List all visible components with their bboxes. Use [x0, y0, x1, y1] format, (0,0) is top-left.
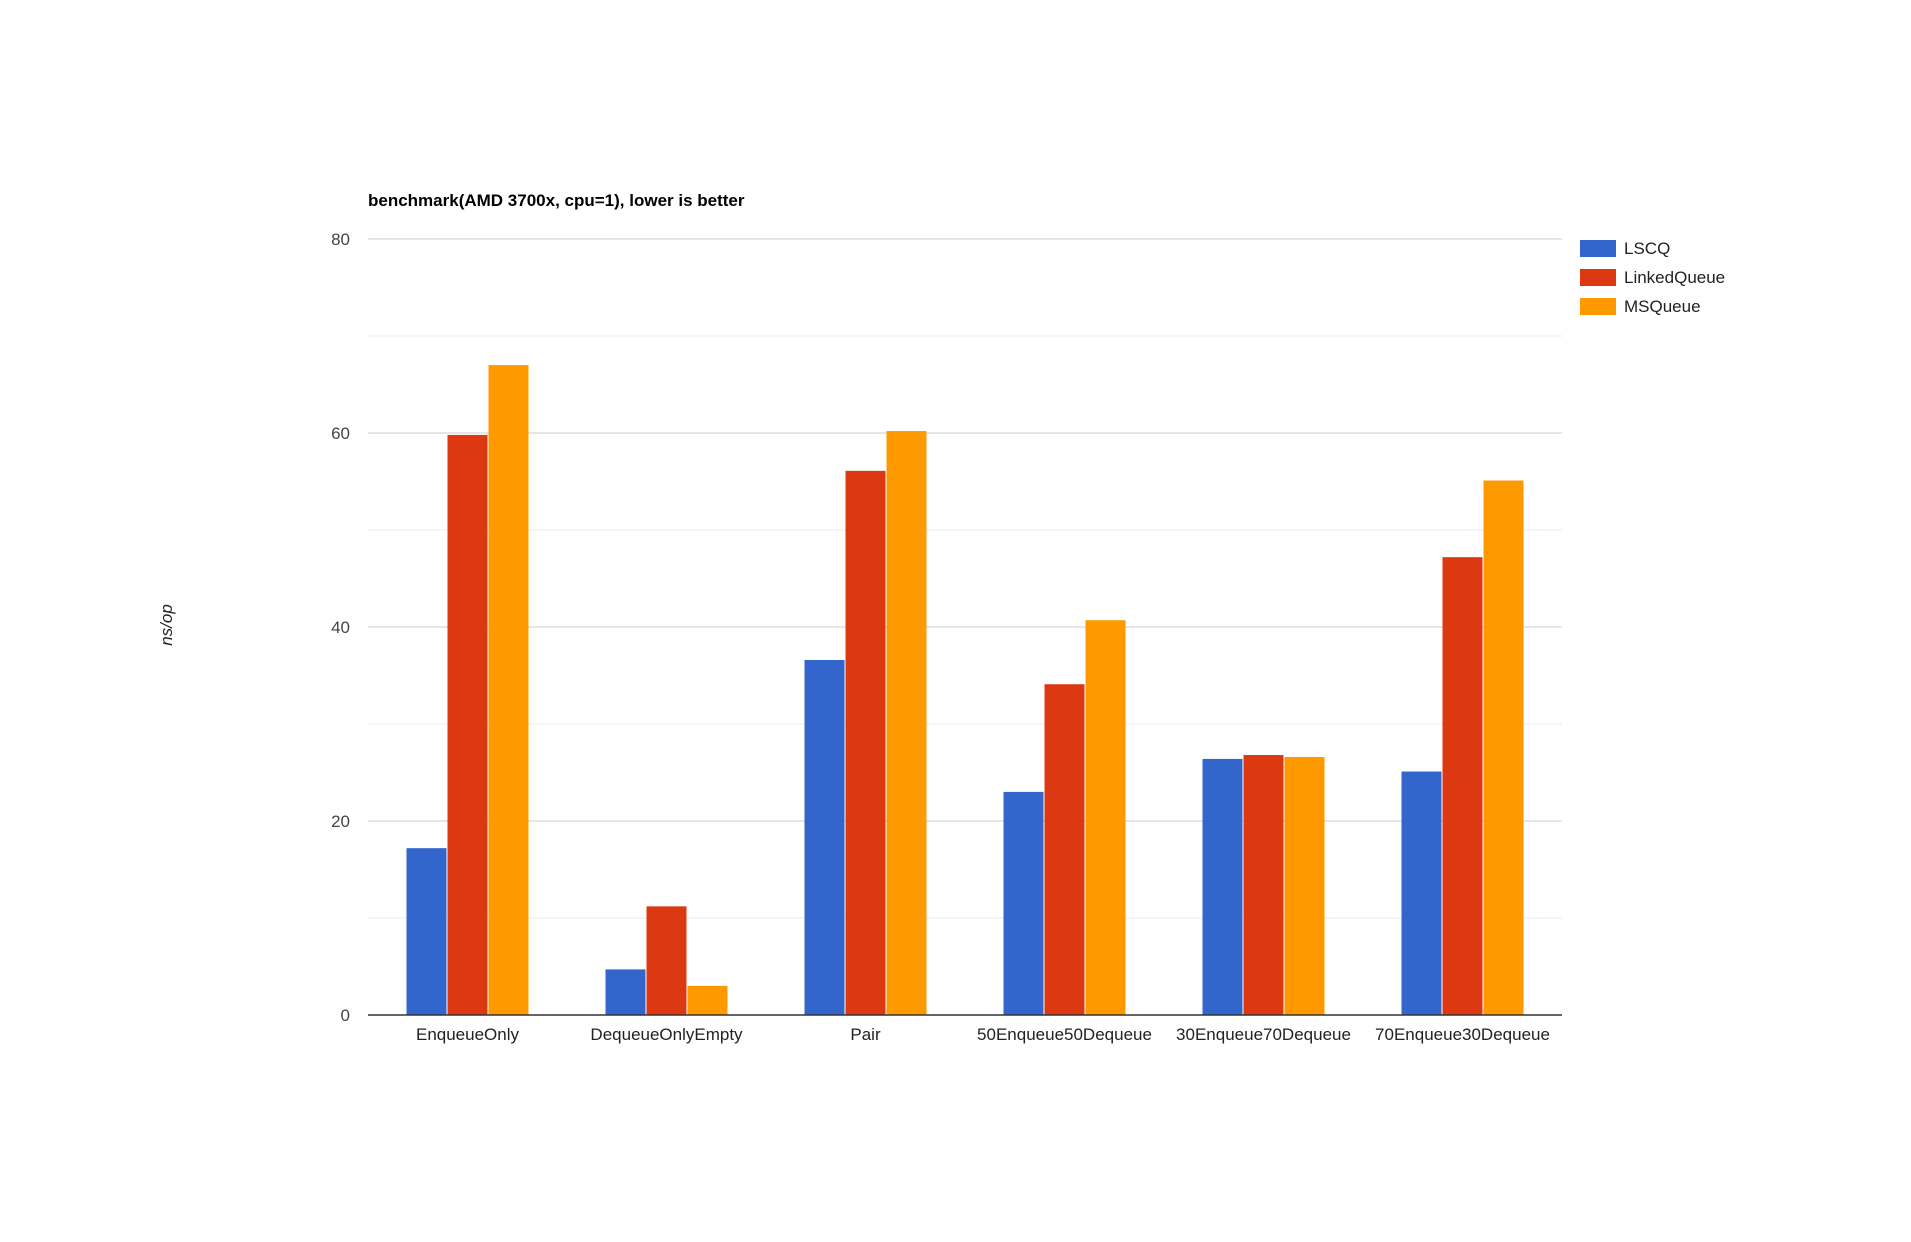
bar-linkedqueue-dequeueonlyempty	[646, 906, 687, 1015]
legend-item-msqueue: MSQueue	[1580, 297, 1701, 316]
y-axis-ticks: 0 20 40 60 80	[331, 230, 350, 1025]
x-category-label: 70Enqueue30Dequeue	[1375, 1025, 1550, 1044]
legend-item-linkedqueue: LinkedQueue	[1580, 268, 1725, 287]
y-tick-label: 0	[341, 1006, 350, 1025]
chart-title: benchmark(AMD 3700x, cpu=1), lower is be…	[368, 191, 745, 210]
gridlines	[368, 238, 1562, 919]
bar-lscq-30enqueue70dequeue	[1202, 758, 1243, 1015]
legend-swatch	[1580, 240, 1616, 257]
legend-swatch	[1580, 298, 1616, 315]
y-tick-label: 80	[331, 230, 350, 249]
bar-msqueue-dequeueonlyempty	[687, 985, 728, 1015]
y-tick-label: 60	[331, 424, 350, 443]
x-axis-categories: EnqueueOnly DequeueOnlyEmpty Pair 50Enqueue…	[416, 1025, 1550, 1044]
bar-lscq-pair	[804, 659, 845, 1015]
bar-linkedqueue-50enqueue50dequeue	[1044, 684, 1085, 1015]
bar-linkedqueue-pair	[845, 470, 886, 1016]
x-category-label: 50Enqueue50Dequeue	[977, 1025, 1152, 1044]
legend-item-lscq: LSCQ	[1580, 239, 1670, 258]
legend-label: MSQueue	[1624, 297, 1701, 316]
x-category-label: Pair	[850, 1025, 881, 1044]
legend-swatch	[1580, 269, 1616, 286]
bar-msqueue-70enqueue30dequeue	[1483, 480, 1524, 1015]
y-axis-label: ns/op	[157, 604, 176, 646]
bar-msqueue-50enqueue50dequeue	[1085, 620, 1126, 1015]
y-tick-label: 40	[331, 618, 350, 637]
bar-msqueue-enqueueonly	[488, 365, 529, 1016]
x-category-label: DequeueOnlyEmpty	[590, 1025, 743, 1044]
bar-lscq-enqueueonly	[406, 848, 447, 1015]
bar-linkedqueue-30enqueue70dequeue	[1243, 755, 1284, 1015]
y-tick-label: 20	[331, 812, 350, 831]
bar-linkedqueue-70enqueue30dequeue	[1442, 557, 1483, 1015]
bars	[406, 365, 1524, 1016]
legend-label: LSCQ	[1624, 239, 1670, 258]
legend-label: LinkedQueue	[1624, 268, 1725, 287]
bar-lscq-70enqueue30dequeue	[1401, 771, 1442, 1015]
x-category-label: EnqueueOnly	[416, 1025, 520, 1044]
x-category-label: 30Enqueue70Dequeue	[1176, 1025, 1351, 1044]
bar-lscq-dequeueonlyempty	[605, 969, 646, 1015]
bar-lscq-50enqueue50dequeue	[1003, 791, 1044, 1015]
bar-linkedqueue-enqueueonly	[447, 434, 488, 1015]
bar-msqueue-30enqueue70dequeue	[1284, 756, 1325, 1015]
bar-msqueue-pair	[886, 431, 927, 1015]
legend: LSCQ LinkedQueue MSQueue	[1580, 239, 1725, 316]
